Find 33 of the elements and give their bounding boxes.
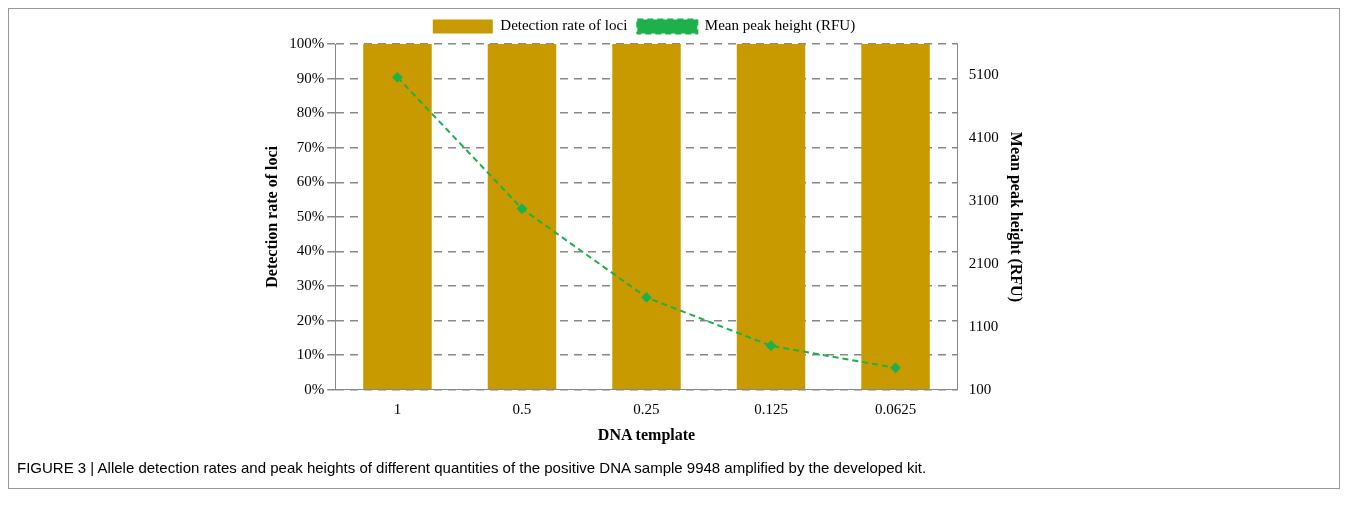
legend-label: Detection rate of loci	[500, 17, 628, 34]
point	[766, 340, 777, 351]
point	[641, 292, 652, 303]
x-tick-label: 0.0625	[874, 400, 917, 417]
y-tick-label: 30%	[296, 277, 325, 293]
point	[890, 362, 901, 373]
y2-tick-label: 4100	[968, 129, 999, 146]
y-tick-label: 0%	[304, 380, 325, 397]
y-tick-label: 10%	[296, 346, 325, 363]
y-tick-label: 90%	[296, 69, 325, 86]
y-tick-label: 80%	[296, 104, 325, 121]
point	[392, 72, 403, 83]
y-tick-label: 100%	[289, 34, 325, 51]
x-tick-label: 0.125	[754, 400, 788, 417]
y-tick-label: 50%	[296, 207, 325, 224]
x-axis-title: DNA template	[597, 425, 696, 444]
y-tick-label: 40%	[296, 242, 325, 259]
point	[516, 203, 527, 214]
y2-tick-label: 2100	[968, 254, 999, 271]
y-axis-title: Detection rate of loci	[262, 145, 280, 288]
x-tick-label: 1	[393, 400, 402, 417]
caption: FIGURE 3 | Allele detection rates and peak heights of different quantities of the positive DNA sample 9948 amplified by the developed kit.	[16, 458, 928, 478]
y2-tick-label: 100	[968, 380, 992, 397]
y-tick-label: 60%	[296, 173, 325, 190]
x-tick-label: 0.25	[633, 400, 660, 417]
y2-axis-title: Mean peak height (RFU)	[1007, 131, 1026, 303]
y-tick-label: 20%	[296, 311, 325, 328]
x-tick-label: 0.5	[512, 400, 532, 417]
y2-tick-label: 3100	[968, 192, 999, 209]
y-tick-label: 70%	[296, 138, 325, 155]
y2-tick-label: 1100	[968, 317, 999, 334]
legend-label: Mean peak height (RFU)	[704, 17, 856, 35]
y2-tick-label: 5100	[968, 66, 999, 83]
